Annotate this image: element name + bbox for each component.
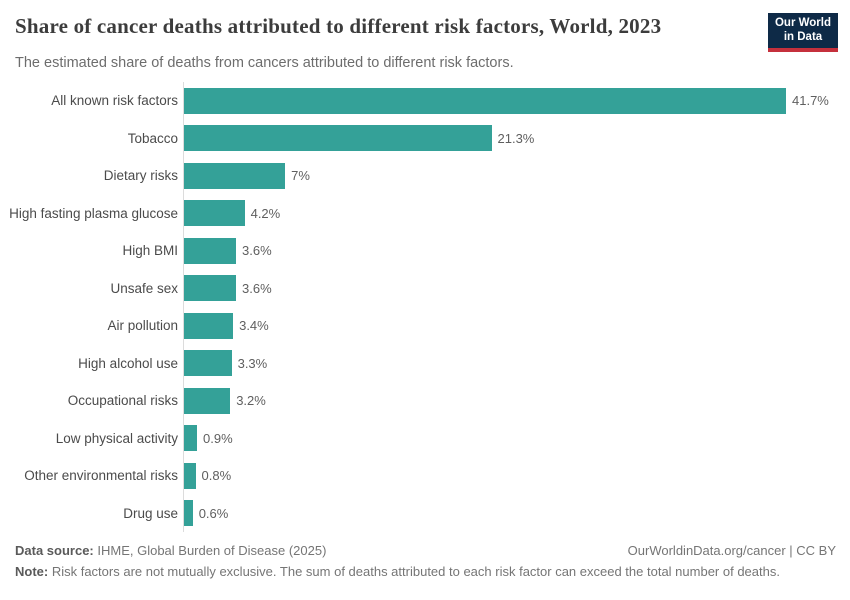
bar: [184, 87, 786, 114]
note-value: Risk factors are not mutually exclusive.…: [48, 564, 780, 579]
value-label: 3.3%: [237, 355, 268, 371]
bar: [184, 162, 286, 189]
note-label: Note:: [15, 564, 49, 579]
bar: [184, 387, 231, 414]
category-label: Drug use: [123, 505, 178, 521]
bar-chart: All known risk factors 41.7% Tobacco 21.3% D…: [0, 82, 850, 534]
bar-track: 0.8%: [184, 462, 850, 489]
value-label: 21.3%: [497, 130, 535, 146]
owid-logo-line1: Our World: [774, 17, 831, 29]
bar: [184, 237, 236, 264]
chart-row: All known risk factors 41.7%: [0, 82, 850, 120]
attribution: OurWorldinData.org/cancer | CC BY: [627, 543, 836, 558]
bar-track: 3.6%: [184, 237, 850, 264]
value-label: 3.6%: [242, 243, 272, 259]
y-axis-line: [183, 82, 184, 532]
bar-track: 3.2%: [184, 387, 850, 414]
category-label: Tobacco: [127, 130, 178, 146]
bar-track: 7%: [184, 162, 850, 189]
category-label: High BMI: [122, 243, 178, 259]
bar-track: 3.6%: [184, 275, 850, 302]
chart-title: Share of cancer deaths attributed to dif…: [15, 14, 662, 38]
data-source-label: Data source:: [15, 543, 94, 558]
chart-footer: Data source: IHME, Global Burden of Dise…: [15, 543, 836, 579]
data-source-value: IHME, Global Burden of Disease (2025): [93, 543, 327, 558]
bar: [184, 462, 196, 489]
owid-logo-line2: in Data: [783, 31, 823, 43]
category-label: Occupational risks: [67, 393, 178, 409]
chart-row: Occupational risks 3.2%: [0, 382, 850, 420]
bar-track: 4.2%: [184, 200, 850, 227]
category-label: Dietary risks: [103, 168, 178, 184]
owid-logo: Our World in Data: [768, 13, 838, 52]
bar-track: 0.9%: [184, 425, 850, 452]
chart-row: Unsafe sex 3.6%: [0, 270, 850, 308]
value-label: 3.6%: [242, 280, 272, 296]
bar: [184, 312, 234, 339]
value-label: 3.4%: [239, 318, 269, 334]
chart-subtitle: The estimated share of deaths from cance…: [15, 55, 514, 71]
bar-track: 3.4%: [184, 312, 850, 339]
chart-rows: All known risk factors 41.7% Tobacco 21.3% D…: [0, 82, 850, 532]
value-label: 0.8%: [201, 468, 232, 484]
category-label: All known risk factors: [51, 93, 178, 109]
chart-row: Other environmental risks 0.8%: [0, 457, 850, 495]
category-label: Low physical activity: [55, 430, 178, 446]
chart-row: Drug use 0.6%: [0, 495, 850, 533]
bar-track: 0.6%: [184, 500, 850, 527]
value-label: 41.7%: [792, 93, 829, 109]
bar: [184, 425, 197, 452]
category-label: High fasting plasma glucose: [9, 205, 178, 221]
category-label: Other environmental risks: [24, 468, 178, 484]
category-label: Unsafe sex: [110, 280, 178, 296]
bar-track: 41.7%: [184, 87, 850, 114]
bar-track: 21.3%: [184, 125, 850, 152]
category-label: Air pollution: [107, 318, 178, 334]
bar: [184, 125, 492, 152]
category-label: High alcohol use: [78, 355, 178, 371]
chart-row: Dietary risks 7%: [0, 157, 850, 195]
value-label: 3.2%: [236, 393, 266, 409]
bar: [184, 200, 245, 227]
bar: [184, 350, 232, 377]
bar: [184, 500, 193, 527]
chart-row: High alcohol use 3.3%: [0, 345, 850, 383]
value-label: 4.2%: [250, 205, 281, 221]
bar-track: 3.3%: [184, 350, 850, 377]
chart-row: Air pollution 3.4%: [0, 307, 850, 345]
chart-note: Note: Risk factors are not mutually excl…: [15, 564, 836, 579]
chart-row: High BMI 3.6%: [0, 232, 850, 270]
value-label: 0.6%: [198, 505, 229, 521]
chart-row: High fasting plasma glucose 4.2%: [0, 195, 850, 233]
value-label: 0.9%: [203, 430, 233, 446]
data-source: Data source: IHME, Global Burden of Dise…: [15, 543, 326, 558]
chart-row: Low physical activity 0.9%: [0, 420, 850, 458]
chart-row: Tobacco 21.3%: [0, 120, 850, 158]
bar: [184, 275, 236, 302]
value-label: 7%: [291, 168, 310, 184]
